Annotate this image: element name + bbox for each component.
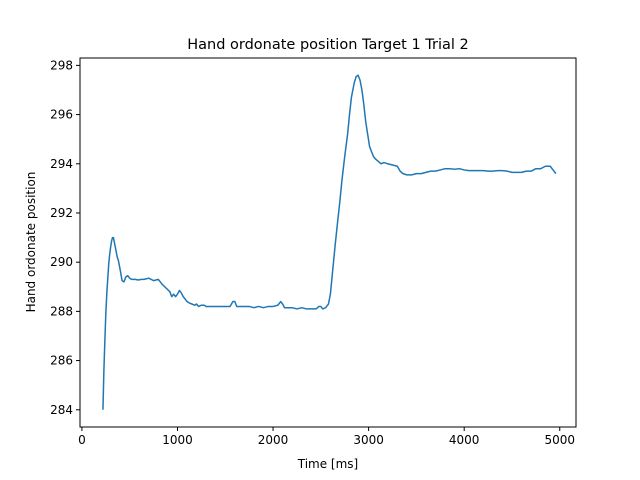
y-tick-label: 286 [50,354,73,368]
axes-frame [79,57,577,428]
x-tick-label: 2000 [258,433,289,447]
x-tick-label: 0 [78,433,86,447]
y-tick-label: 296 [50,108,73,122]
y-tick-label: 290 [50,255,73,269]
x-tick-label: 5000 [544,433,575,447]
x-tick-label: 4000 [449,433,480,447]
x-axis-label: Time [ms] [297,457,359,471]
y-tick-label: 298 [50,58,73,72]
x-axis: 0 1000 2000 3000 4000 5000 [78,427,575,447]
x-tick-label: 3000 [353,433,384,447]
y-tick-label: 294 [50,157,73,171]
y-axis: 284 286 288 290 292 294 296 298 [50,58,80,417]
plot-area [102,74,557,410]
x-tick-label: 1000 [162,433,193,447]
y-tick-label: 284 [50,403,73,417]
y-axis-label: Hand ordonate position [24,172,38,313]
series-line-0 [102,74,557,410]
chart-title: Hand ordonate position Target 1 Trial 2 [187,37,469,53]
y-tick-label: 288 [50,304,73,318]
y-tick-label: 292 [50,206,73,220]
